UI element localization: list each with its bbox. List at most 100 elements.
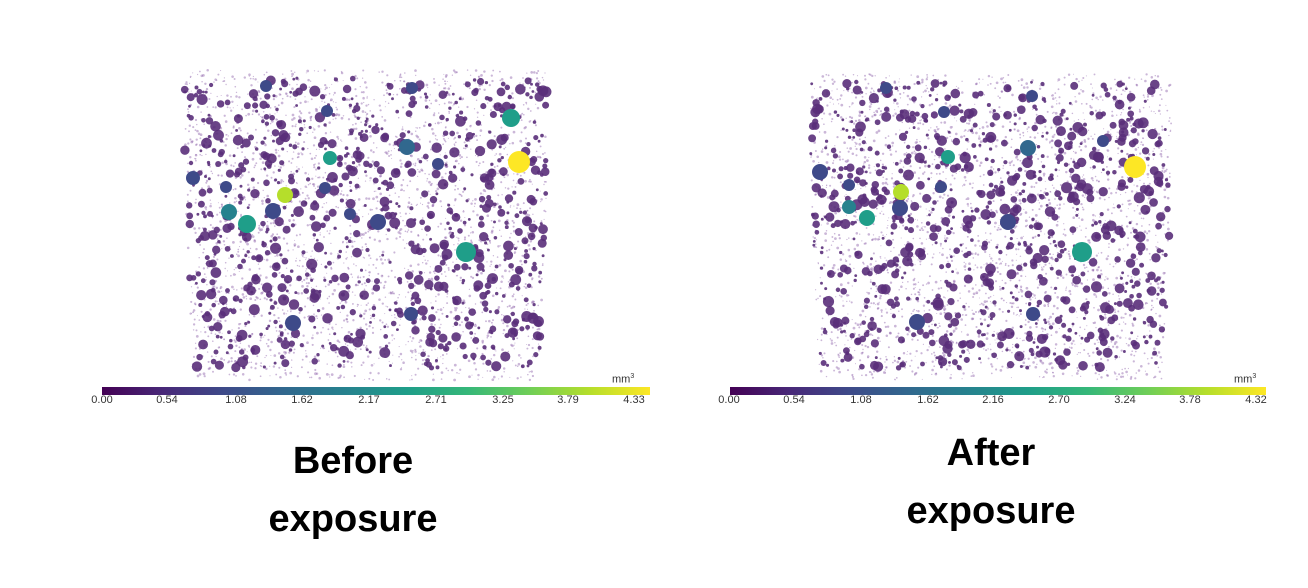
- pore: [337, 363, 342, 368]
- pore-speck: [356, 276, 360, 279]
- pore-speck: [854, 215, 857, 218]
- pore-speck: [521, 254, 524, 257]
- pore-speck: [481, 341, 484, 344]
- pore-speck: [998, 106, 1001, 109]
- pore-speck: [856, 323, 860, 326]
- pore-speck: [1134, 277, 1136, 279]
- pore-speck: [220, 94, 222, 97]
- pore-speck: [447, 268, 450, 271]
- pore-speck: [1073, 120, 1075, 122]
- pore-speck: [315, 175, 317, 177]
- pore-speck: [236, 147, 239, 150]
- pore: [417, 305, 428, 316]
- pore-speck: [492, 353, 496, 357]
- pore-speck: [496, 256, 499, 258]
- pore-speck: [309, 361, 311, 363]
- pore-speck: [312, 304, 315, 307]
- pore-speck: [524, 179, 527, 183]
- pore: [405, 110, 413, 117]
- pore: [196, 88, 203, 95]
- pore-speck: [464, 216, 466, 219]
- pore-speck: [263, 196, 265, 199]
- pore-speck: [391, 292, 394, 295]
- pore-speck: [526, 347, 529, 350]
- pore-speck: [1143, 352, 1146, 355]
- pore-speck: [293, 71, 296, 74]
- pore-speck: [340, 70, 343, 73]
- pore: [377, 187, 381, 190]
- pore-speck: [463, 210, 465, 212]
- pore: [251, 273, 260, 282]
- pore-speck: [267, 129, 270, 133]
- pore-speck: [529, 178, 531, 181]
- pore-speck: [1125, 337, 1127, 339]
- pore-speck: [541, 264, 544, 267]
- pore-speck: [909, 165, 912, 168]
- pore-speck: [1088, 241, 1091, 244]
- pore-speck: [393, 187, 396, 189]
- pore-speck: [347, 266, 349, 269]
- pore-speck: [370, 363, 374, 367]
- pore-speck: [478, 164, 480, 167]
- pore-speck: [871, 74, 874, 78]
- pore-speck: [274, 225, 276, 227]
- pore: [437, 343, 444, 350]
- pore-speck: [1054, 97, 1057, 99]
- pore-speck: [923, 310, 925, 312]
- pore-speck: [399, 368, 403, 371]
- pore-speck: [1106, 178, 1110, 181]
- pore-speck: [197, 132, 201, 136]
- pore-speck: [431, 204, 435, 207]
- pore-speck: [289, 132, 292, 135]
- pore-speck: [1062, 233, 1065, 235]
- pore-speck: [216, 258, 219, 261]
- pore: [336, 305, 341, 310]
- pore-speck: [840, 201, 842, 203]
- pore-speck: [280, 257, 282, 260]
- pore-speck: [483, 202, 485, 204]
- pore: [238, 298, 243, 303]
- pore: [198, 188, 207, 197]
- pore-speck: [237, 210, 239, 213]
- pore-speck: [531, 277, 534, 280]
- pore-speck: [206, 148, 208, 150]
- pore: [411, 326, 420, 335]
- pore-speck: [869, 333, 872, 336]
- pore-speck: [427, 354, 430, 358]
- pore-speck: [973, 313, 976, 315]
- pore-speck: [302, 334, 305, 337]
- pore-speck: [1063, 151, 1067, 155]
- pore-speck: [326, 180, 329, 183]
- pore: [233, 171, 241, 178]
- pore-speck: [309, 376, 311, 379]
- pore-speck: [495, 153, 498, 155]
- pore-speck: [419, 96, 422, 99]
- pore-speck: [334, 351, 337, 354]
- caption-before: Before exposure: [203, 432, 503, 548]
- pore-speck: [457, 237, 460, 240]
- pore-speck: [516, 365, 519, 367]
- pore-speck: [448, 93, 451, 97]
- pore-speck: [418, 352, 420, 354]
- pore-speck: [286, 332, 290, 335]
- pore-speck: [262, 226, 265, 228]
- pore: [507, 94, 513, 100]
- pore-speck: [209, 165, 211, 168]
- pore-speck: [526, 343, 528, 346]
- pore-speck: [902, 224, 905, 227]
- pore-speck: [500, 235, 503, 238]
- pore-speck: [989, 343, 991, 345]
- large-pore: [238, 215, 256, 233]
- pore-speck: [278, 366, 281, 369]
- pore-speck: [290, 162, 293, 164]
- pore-speck: [367, 197, 371, 200]
- pore-speck: [297, 167, 301, 171]
- pore-speck: [425, 234, 428, 236]
- pore-speck: [260, 228, 264, 231]
- pore-speck: [1161, 125, 1164, 128]
- pore-speck: [921, 78, 924, 82]
- pore: [326, 260, 332, 266]
- pore-speck: [284, 351, 288, 354]
- pore-speck: [417, 263, 420, 266]
- pore-speck: [239, 176, 242, 179]
